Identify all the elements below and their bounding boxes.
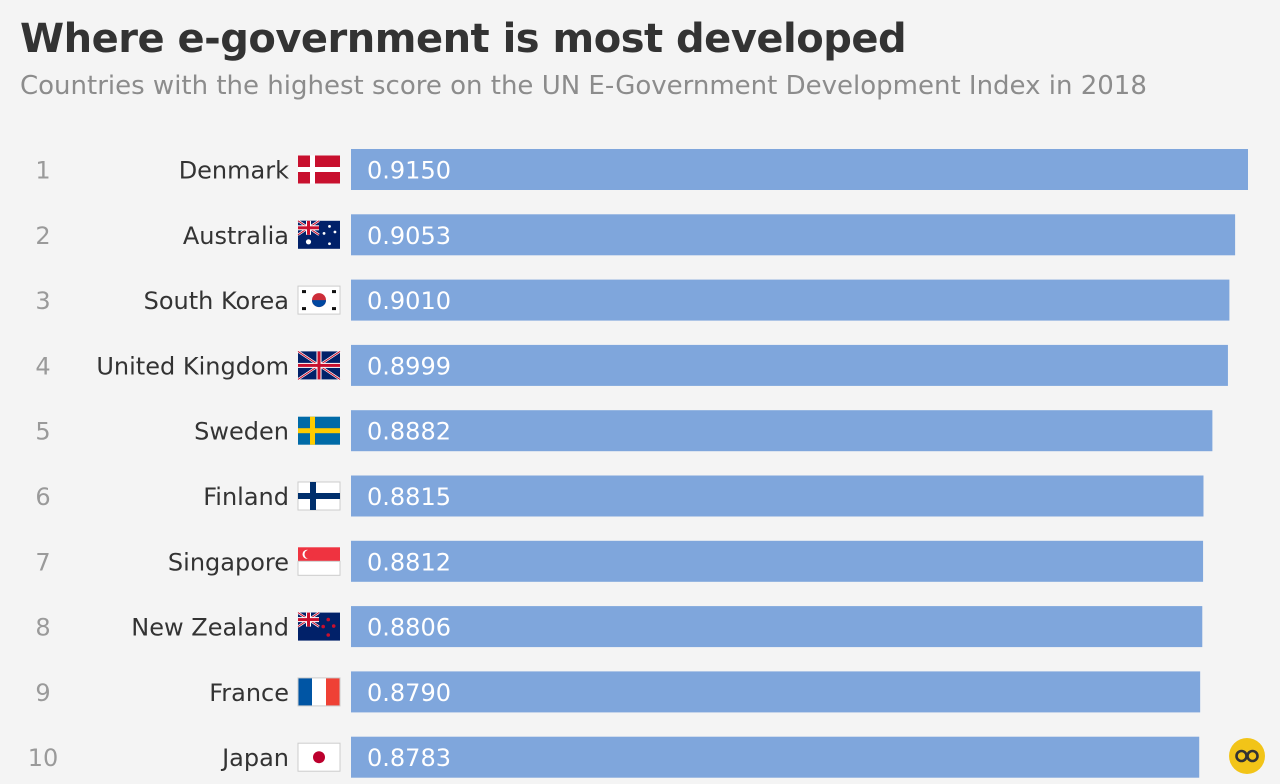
bar xyxy=(351,149,1248,190)
value-label: 0.8790 xyxy=(367,679,451,707)
bar xyxy=(351,606,1203,648)
value-label: 0.8882 xyxy=(367,418,451,446)
category-label: Australia xyxy=(183,222,289,250)
rank-label: 5 xyxy=(35,418,50,446)
value-label: 0.9010 xyxy=(367,287,451,315)
south-korea-flag-icon xyxy=(297,285,341,315)
sweden-flag-icon xyxy=(298,416,340,445)
bar xyxy=(351,540,1204,582)
value-label: 0.8783 xyxy=(367,744,451,772)
statista-logo-icon xyxy=(1229,738,1265,774)
category-label: New Zealand xyxy=(131,614,289,642)
singapore-flag-icon xyxy=(297,547,341,576)
category-label: Denmark xyxy=(179,157,289,185)
bar xyxy=(351,279,1230,321)
category-label: Finland xyxy=(203,483,289,511)
category-label: Singapore xyxy=(168,548,289,576)
rank-label: 4 xyxy=(35,352,50,380)
value-label: 0.9150 xyxy=(367,157,451,185)
united-kingdom-flag-icon xyxy=(297,350,341,381)
bar xyxy=(351,475,1204,517)
rank-label: 1 xyxy=(35,157,50,185)
category-label: Sweden xyxy=(194,418,289,446)
rank-label: 3 xyxy=(35,287,50,315)
value-label: 0.8812 xyxy=(367,548,451,576)
value-label: 0.8815 xyxy=(367,483,451,511)
rank-label: 8 xyxy=(35,614,50,642)
denmark-flag-icon xyxy=(298,155,340,184)
bar xyxy=(351,344,1228,386)
category-label: United Kingdom xyxy=(96,352,289,380)
category-label: Japan xyxy=(220,744,289,772)
france-flag-icon xyxy=(297,677,341,707)
chart-subtitle: Countries with the highest score on the … xyxy=(20,71,1147,101)
value-label: 0.8806 xyxy=(367,614,451,642)
rank-label: 6 xyxy=(35,483,50,511)
value-label: 0.9053 xyxy=(367,222,451,250)
rank-label: 10 xyxy=(28,744,59,772)
bar xyxy=(351,410,1213,452)
finland-flag-icon xyxy=(297,481,341,511)
new-zealand-flag-icon xyxy=(297,611,340,641)
category-label: South Korea xyxy=(144,287,289,315)
japan-flag-icon xyxy=(297,742,341,772)
bar xyxy=(351,214,1236,256)
bar xyxy=(351,671,1201,713)
rank-label: 7 xyxy=(35,548,50,576)
chart-title: Where e-government is most developed xyxy=(20,16,907,62)
value-label: 0.8999 xyxy=(367,352,451,380)
rank-label: 2 xyxy=(35,222,50,250)
bar xyxy=(351,736,1200,778)
category-label: France xyxy=(209,679,289,707)
australia-flag-icon xyxy=(297,219,340,249)
rank-label: 9 xyxy=(35,679,50,707)
